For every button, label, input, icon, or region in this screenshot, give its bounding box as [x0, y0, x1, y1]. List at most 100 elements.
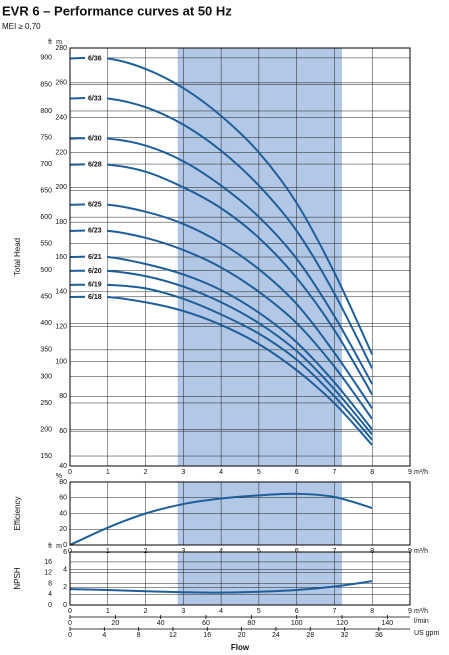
y-unit: %: [56, 473, 62, 480]
y-tick-label: 4: [63, 567, 67, 574]
y-tick-label: 60: [59, 495, 67, 502]
y2-tick-label: 8: [48, 580, 52, 587]
y2-tick-label: 250: [40, 400, 52, 407]
x-tick-label: 3: [181, 608, 185, 615]
curve-label: 6/28: [88, 162, 102, 169]
secondary-tick-label: 36: [375, 632, 383, 639]
curve-label-bg: [85, 53, 107, 64]
curve-label: 6/18: [88, 294, 102, 301]
secondary-tick-label: 60: [202, 620, 210, 627]
curve-label: 6/30: [88, 135, 102, 142]
plot-border: [69, 47, 411, 467]
x-tick-label: 8: [370, 548, 374, 555]
x-tick-label: 6: [295, 608, 299, 615]
y2-unit: ft: [48, 543, 52, 550]
chart-title: EVR 6 – Performance curves at 50 Hz: [2, 3, 232, 18]
secondary-tick-label: 0: [68, 620, 72, 627]
y2-tick-label: 200: [40, 426, 52, 433]
curve: [69, 137, 374, 385]
y-tick-label: 80: [59, 393, 67, 400]
x-tick-label: 0: [68, 548, 72, 555]
x-tick-label: 5: [257, 608, 261, 615]
x-tick-label: 1: [106, 548, 110, 555]
curve-label: 6/20: [88, 268, 102, 275]
x-tick-label: 7: [332, 469, 336, 476]
curve-label: 6/21: [88, 254, 102, 261]
y2-tick-label: 800: [40, 108, 52, 115]
y-tick-label: 200: [55, 184, 67, 191]
plot-border: [69, 551, 411, 606]
y-tick-label: 140: [55, 289, 67, 296]
curve-label-bg: [85, 279, 107, 290]
y2-tick-label: 550: [40, 241, 52, 248]
secondary-tick-label: 12: [169, 632, 177, 639]
y-tick-label: 280: [55, 45, 67, 52]
curve-label-bg: [85, 133, 107, 144]
curve: [69, 269, 373, 436]
x-tick-label: 1: [106, 608, 110, 615]
y2-tick-label: 700: [40, 161, 52, 168]
chart-subtitle: MEI ≥ 0,70: [2, 22, 41, 31]
secondary-tick-label: 24: [272, 632, 280, 639]
curve-label: 6/23: [88, 228, 102, 235]
curve-label-bg: [85, 292, 107, 303]
curve: [69, 229, 374, 420]
curve: [69, 255, 374, 431]
secondary-tick-label: 100: [291, 620, 303, 627]
y-tick-label: 6: [63, 549, 67, 556]
y-tick-label: 40: [59, 510, 67, 517]
y-axis-label: Efficiency: [13, 496, 22, 530]
y2-tick-label: 650: [40, 187, 52, 194]
y2-tick-label: 900: [40, 55, 52, 62]
y-tick-label: 160: [55, 254, 67, 261]
secondary-axis-unit: US gpm: [414, 630, 439, 637]
y2-tick-label: 4: [48, 591, 52, 598]
secondary-axis-unit: l/min: [414, 618, 429, 625]
highlight-band: [177, 552, 342, 605]
secondary-tick-label: 4: [102, 632, 106, 639]
x-axis-label: Flow: [231, 643, 250, 652]
y2-tick-label: 750: [40, 134, 52, 141]
curve-label-bg: [85, 265, 107, 276]
curve-label-bg: [85, 93, 107, 104]
x-tick-label: 2: [144, 548, 148, 555]
x-tick-label: 4: [219, 608, 223, 615]
secondary-tick-label: 120: [336, 620, 348, 627]
curve-label: 6/36: [88, 55, 102, 62]
curve-label-bg: [85, 252, 107, 262]
y2-unit: ft: [48, 39, 52, 46]
y-tick-label: 120: [55, 324, 67, 331]
y-tick-label: 20: [59, 526, 67, 533]
x-tick-label: 5: [257, 469, 261, 476]
x-tick-label: 8: [370, 608, 374, 615]
curve-label-bg: [85, 199, 107, 210]
x-unit: m³/h: [414, 608, 428, 615]
x-tick-label: 3: [181, 469, 185, 476]
curve: [69, 56, 374, 355]
x-unit: m³/h: [414, 469, 428, 476]
curve: [69, 283, 373, 441]
y-tick-label: 180: [55, 219, 67, 226]
y-axis-label: Total Head: [13, 238, 22, 276]
curve-label-bg: [85, 159, 107, 170]
x-tick-label: 4: [219, 548, 223, 555]
curve: [69, 96, 374, 369]
secondary-tick-label: 32: [341, 632, 349, 639]
secondary-tick-label: 8: [137, 632, 141, 639]
secondary-tick-label: 80: [247, 620, 255, 627]
y2-tick-label: 300: [40, 373, 52, 380]
x-tick-label: 5: [257, 548, 261, 555]
curve: [69, 163, 374, 396]
x-tick-label: 7: [332, 548, 336, 555]
x-tick-label: 1: [106, 469, 110, 476]
y-tick-label: 60: [59, 428, 67, 435]
y2-tick-label: 150: [40, 453, 52, 460]
y-tick-label: 40: [59, 463, 67, 470]
x-tick-label: 3: [181, 548, 185, 555]
secondary-tick-label: 140: [381, 620, 393, 627]
secondary-tick-label: 20: [111, 620, 119, 627]
secondary-tick-label: 40: [157, 620, 165, 627]
y2-tick-label: 500: [40, 267, 52, 274]
y2-tick-label: 600: [40, 214, 52, 221]
